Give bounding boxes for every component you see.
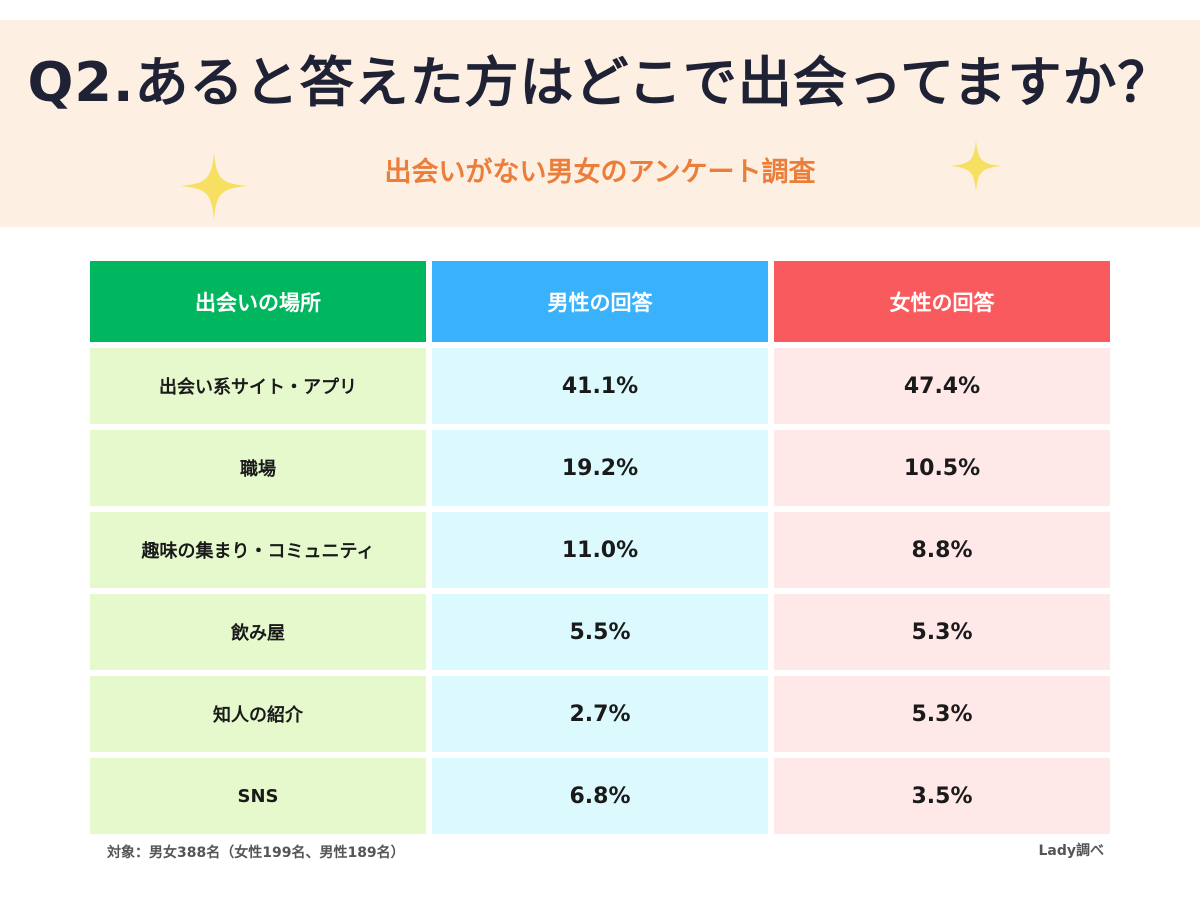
cell-male-value: 2.7%: [432, 676, 768, 752]
cell-female-value: 10.5%: [774, 430, 1110, 506]
cell-female-value: 8.8%: [774, 512, 1110, 588]
cell-male-value: 19.2%: [432, 430, 768, 506]
cell-female-value: 3.5%: [774, 758, 1110, 834]
chart-subtitle: 出会いがない男女のアンケート調査: [384, 157, 816, 188]
cell-female-value: 47.4%: [774, 348, 1110, 424]
cell-male-value: 5.5%: [432, 594, 768, 670]
source-credit: Lady調べ: [1038, 843, 1104, 859]
cell-place: 知人の紹介: [90, 676, 426, 752]
sparkle-icon: [180, 152, 248, 220]
cell-male-value: 41.1%: [432, 348, 768, 424]
cell-place: 趣味の集まり・コミュニティ: [90, 512, 426, 588]
cell-male-value: 6.8%: [432, 758, 768, 834]
sparkle-icon: [950, 140, 1002, 192]
cell-place: 職場: [90, 430, 426, 506]
column-header-female: 女性の回答: [774, 261, 1110, 342]
survey-table: 出会いの場所 男性の回答 女性の回答 出会い系サイト・アプリ 41.1% 47.4%…: [90, 261, 1110, 834]
column-header-male: 男性の回答: [432, 261, 768, 342]
cell-female-value: 5.3%: [774, 594, 1110, 670]
cell-place: 飲み屋: [90, 594, 426, 670]
header-banner: [0, 20, 1200, 227]
chart-title: Q2.あると答えた方はどこで出会ってますか？: [27, 51, 1173, 114]
column-header-place: 出会いの場所: [90, 261, 426, 342]
cell-male-value: 11.0%: [432, 512, 768, 588]
cell-place: 出会い系サイト・アプリ: [90, 348, 426, 424]
cell-place: SNS: [90, 758, 426, 834]
cell-female-value: 5.3%: [774, 676, 1110, 752]
footnote: 対象：男女388名（女性199名、男性189名）: [107, 845, 405, 861]
